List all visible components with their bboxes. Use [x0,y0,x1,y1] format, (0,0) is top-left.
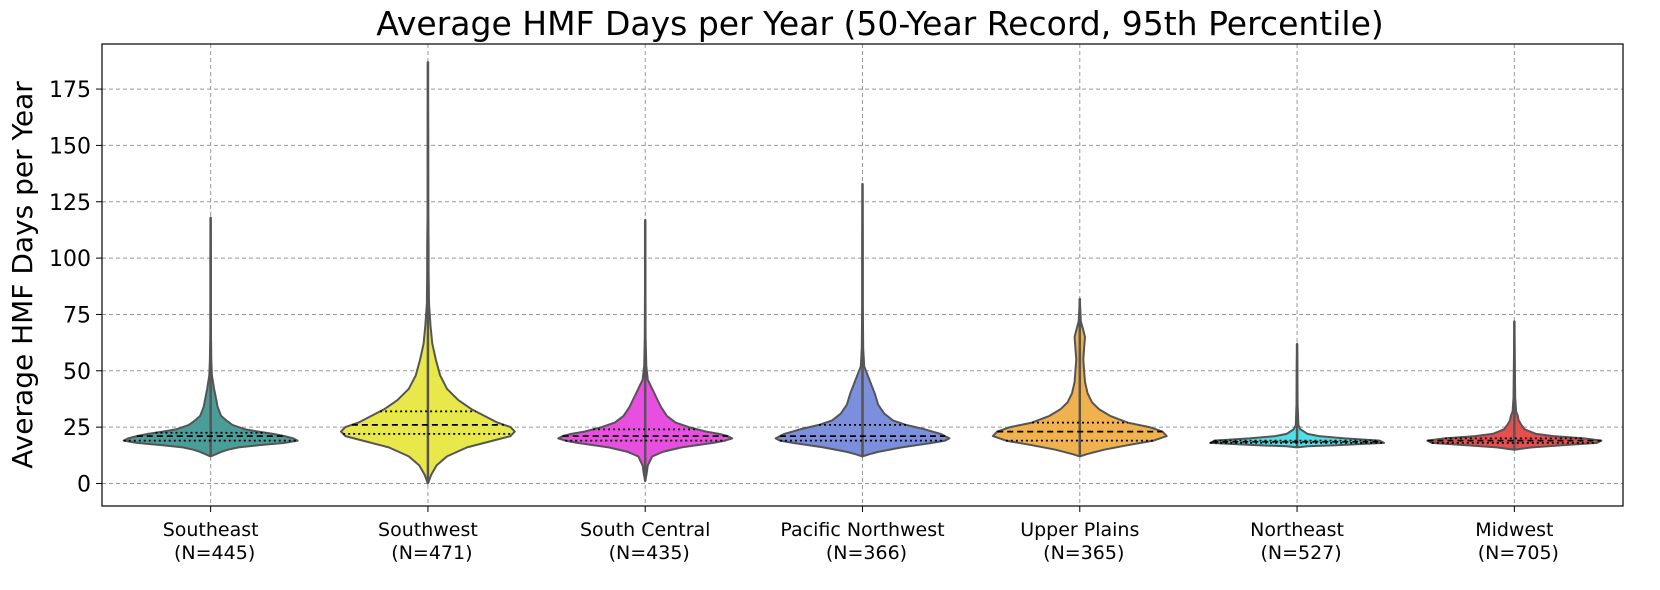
x-tick-count-label: (N=365) [1043,542,1124,564]
x-tick-label: Midwest [1475,519,1553,541]
x-tick-count-label: (N=471) [391,542,472,564]
x-tick-label: Upper Plains [1020,519,1139,541]
x-tick-count-label: (N=445) [174,542,255,564]
x-tick-count-label: (N=705) [1478,542,1559,564]
y-tick-label: 25 [63,416,91,441]
x-tick-label: Northeast [1250,519,1344,541]
x-tick-label: Pacific Northwest [780,519,944,541]
x-tick-count-label: (N=527) [1260,542,1341,564]
y-tick-label: 175 [49,78,91,103]
x-tick-label: South Central [580,519,710,541]
x-tick-label: Southwest [378,519,478,541]
x-tick-label: Southeast [163,519,259,541]
violin-layer [122,61,1603,485]
y-tick-label: 0 [77,472,91,497]
y-tick-label: 100 [49,247,91,272]
tick-layer: 0 25 50 75 100 125 150 175 Southeast(N=445) South… [49,78,1559,564]
y-tick-label: 125 [49,191,91,216]
x-tick-count-label: (N=435) [609,542,690,564]
y-tick-label: 50 [63,360,91,385]
x-tick-count-label: (N=366) [826,542,907,564]
y-axis-label: Average HMF Days per Year [6,81,39,469]
chart-title: Average HMF Days per Year (50-Year Recor… [376,4,1384,43]
plot-frame [101,43,1624,507]
y-tick-label: 150 [49,134,91,159]
y-tick-label: 75 [63,303,91,328]
